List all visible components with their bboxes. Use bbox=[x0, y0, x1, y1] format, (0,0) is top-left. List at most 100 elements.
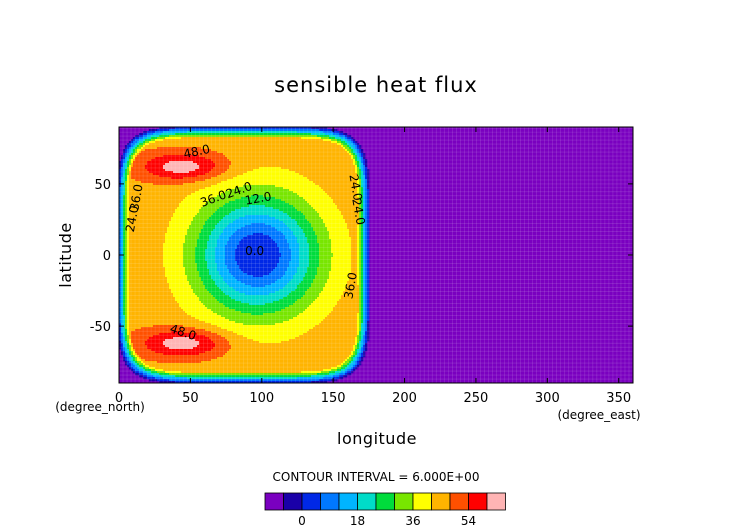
field-cell bbox=[233, 153, 236, 156]
field-cell bbox=[339, 133, 342, 136]
field-cell bbox=[185, 207, 188, 210]
field-cell bbox=[293, 157, 296, 160]
field-cell bbox=[143, 133, 146, 136]
field-cell bbox=[245, 137, 248, 140]
field-cell bbox=[235, 141, 238, 144]
field-cell bbox=[237, 203, 240, 206]
field-cell bbox=[329, 135, 332, 138]
field-cell bbox=[303, 141, 306, 144]
field-cell bbox=[319, 185, 322, 188]
field-cell bbox=[321, 161, 324, 164]
field-cell bbox=[237, 141, 240, 144]
field-cell bbox=[309, 205, 312, 208]
field-cell bbox=[163, 141, 166, 144]
field-cell bbox=[333, 173, 336, 176]
field-cell bbox=[197, 129, 200, 132]
field-cell bbox=[335, 165, 338, 168]
field-cell bbox=[285, 201, 288, 204]
field-cell bbox=[327, 135, 330, 138]
field-cell bbox=[333, 199, 336, 202]
field-cell bbox=[227, 129, 230, 132]
field-cell bbox=[157, 137, 160, 140]
field-cell bbox=[323, 127, 326, 130]
field-cell bbox=[259, 137, 262, 140]
field-cell bbox=[339, 131, 342, 134]
field-cell bbox=[273, 203, 276, 206]
field-cell bbox=[167, 131, 170, 134]
field-cell bbox=[297, 201, 300, 204]
field-cell bbox=[335, 201, 338, 204]
field-cell bbox=[319, 195, 322, 198]
field-cell bbox=[321, 201, 324, 204]
field-cell bbox=[291, 145, 294, 148]
field-cell bbox=[229, 161, 232, 164]
field-cell bbox=[315, 203, 318, 206]
field-cell bbox=[337, 141, 340, 144]
field-cell bbox=[317, 127, 320, 130]
field-cell bbox=[237, 145, 240, 148]
field-cell bbox=[191, 131, 194, 134]
field-cell bbox=[325, 193, 328, 196]
field-cell bbox=[193, 133, 196, 136]
field-cell bbox=[243, 141, 246, 144]
field-cell bbox=[357, 161, 360, 164]
field-cell bbox=[161, 127, 164, 130]
field-cell bbox=[221, 205, 224, 208]
field-cell bbox=[217, 185, 220, 188]
field-cell bbox=[319, 169, 322, 172]
field-cell bbox=[255, 129, 258, 132]
field-cell bbox=[295, 203, 298, 206]
field-cell bbox=[205, 177, 208, 180]
field-cell bbox=[229, 165, 232, 168]
field-cell bbox=[185, 143, 188, 146]
field-cell bbox=[353, 145, 356, 148]
field-cell bbox=[337, 201, 340, 204]
field-cell bbox=[237, 199, 240, 202]
field-cell bbox=[263, 129, 266, 132]
field-cell bbox=[289, 149, 292, 152]
field-cell bbox=[299, 131, 302, 134]
field-cell bbox=[253, 133, 256, 136]
field-cell bbox=[243, 139, 246, 142]
field-cell bbox=[205, 129, 208, 132]
field-cell bbox=[233, 201, 236, 204]
field-cell bbox=[225, 203, 228, 206]
field-cell bbox=[221, 165, 224, 168]
field-cell bbox=[329, 145, 332, 148]
field-cell bbox=[209, 177, 212, 180]
field-cell bbox=[219, 133, 222, 136]
field-cell bbox=[337, 205, 340, 208]
field-cell bbox=[297, 207, 300, 210]
field-cell bbox=[257, 157, 260, 160]
field-cell bbox=[299, 127, 302, 130]
field-cell bbox=[337, 197, 340, 200]
field-cell bbox=[317, 189, 320, 192]
field-cell bbox=[277, 157, 280, 160]
field-cell bbox=[179, 133, 182, 136]
field-cell bbox=[311, 181, 314, 184]
field-cell bbox=[253, 169, 256, 172]
field-cell bbox=[159, 127, 162, 130]
field-cell bbox=[285, 169, 288, 172]
field-cell bbox=[317, 193, 320, 196]
field-cell bbox=[307, 153, 310, 156]
field-cell bbox=[317, 133, 320, 136]
field-cell bbox=[277, 139, 280, 142]
field-cell bbox=[321, 129, 324, 132]
field-cell bbox=[243, 135, 246, 138]
field-cell bbox=[319, 153, 322, 156]
field-cell bbox=[225, 161, 228, 164]
field-cell bbox=[353, 169, 356, 172]
field-cell bbox=[245, 143, 248, 146]
field-cell bbox=[213, 153, 216, 156]
field-cell bbox=[273, 145, 276, 148]
field-cell bbox=[321, 199, 324, 202]
field-cell bbox=[327, 153, 330, 156]
field-cell bbox=[267, 141, 270, 144]
field-cell bbox=[139, 137, 142, 140]
field-cell bbox=[253, 137, 256, 140]
field-cell bbox=[165, 131, 168, 134]
field-cell bbox=[321, 157, 324, 160]
field-cell bbox=[181, 141, 184, 144]
field-cell bbox=[303, 207, 306, 210]
